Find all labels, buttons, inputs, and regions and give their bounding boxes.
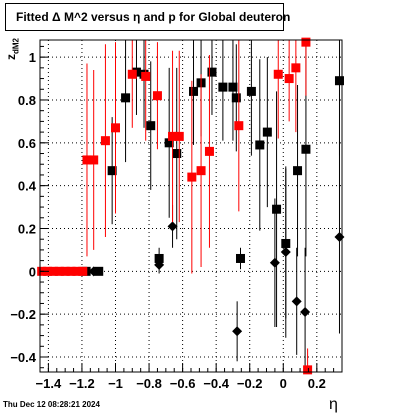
data-point-square — [189, 86, 199, 96]
x-tick-label: −0.8 — [136, 376, 162, 391]
y-tick-label: 0.8 — [18, 93, 36, 108]
data-point-square — [94, 266, 104, 276]
data-point-square — [301, 144, 311, 154]
data-point-square — [334, 76, 344, 86]
data-point-diamond — [88, 266, 99, 277]
chart-title: Fitted Δ M^2 versus η and p for Global d… — [5, 3, 290, 31]
data-point-square — [262, 127, 272, 137]
x-tick-label: 0 — [280, 376, 287, 391]
data-point-square — [174, 131, 184, 141]
y-axis-label-main: z — [4, 54, 18, 60]
data-point-square — [303, 365, 313, 375]
x-axis-label: η — [329, 396, 338, 413]
data-point-square — [291, 63, 301, 73]
x-tick-label: −1.4 — [36, 376, 62, 391]
data-point-square — [284, 74, 294, 84]
x-tick-label: −0.2 — [237, 376, 263, 391]
data-point-square — [204, 146, 214, 156]
data-markers — [37, 37, 345, 375]
data-point-diamond — [300, 307, 311, 318]
axes: −1.4 −1.2 −1 −0.8 −0.6 −0.4 −0.2 0 0.2 −0.4 −0.2 0 0… — [10, 45, 335, 391]
data-point-square — [272, 204, 282, 214]
data-point-diamond — [334, 232, 345, 243]
timestamp-footer: Thu Dec 12 08:28:21 2024 — [3, 400, 100, 409]
data-point-square — [48, 266, 58, 276]
data-point-square — [207, 67, 217, 77]
data-point-square — [187, 172, 197, 182]
data-point-square — [54, 266, 64, 276]
data-point-square — [218, 82, 228, 92]
data-point-diamond — [269, 257, 280, 268]
data-point-square — [152, 91, 162, 101]
data-point-square — [141, 71, 151, 81]
y-tick-label: 0.4 — [18, 179, 37, 194]
data-point-square — [301, 37, 311, 47]
data-point-square — [66, 266, 76, 276]
y-axis-label: zdM2 — [4, 38, 20, 60]
y-tick-label: 0 — [29, 264, 36, 279]
data-point-square — [235, 253, 245, 263]
data-point-square — [78, 266, 88, 276]
data-point-square — [121, 93, 131, 103]
x-tick-label: −1.2 — [69, 376, 95, 391]
data-point-square — [146, 121, 156, 131]
x-tick-label: 0.2 — [308, 376, 326, 391]
data-point-square — [72, 266, 82, 276]
y-axis-label-sub: dM2 — [11, 38, 21, 54]
y-tick-label: 1 — [29, 50, 36, 65]
x-tick-label: −0.4 — [203, 376, 229, 391]
data-point-square — [89, 155, 99, 165]
grid — [40, 40, 342, 372]
data-point-square — [273, 69, 283, 79]
data-point-square — [107, 166, 117, 176]
data-point-square — [231, 93, 241, 103]
data-point-square — [127, 69, 137, 79]
x-tick-label: −0.6 — [170, 376, 196, 391]
data-point-diamond — [280, 247, 291, 258]
data-point-diamond — [154, 259, 165, 270]
data-point-diamond — [232, 326, 243, 337]
y-tick-label: −0.2 — [10, 307, 36, 322]
data-point-square — [172, 149, 182, 159]
data-point-square — [255, 140, 265, 150]
y-tick-label: 0.2 — [18, 221, 36, 236]
data-point-square — [111, 123, 120, 133]
data-point-diamond — [291, 296, 302, 307]
x-tick-label: −1 — [108, 376, 123, 391]
data-point-square — [196, 166, 206, 176]
data-point-square — [293, 166, 303, 176]
y-tick-label: −0.4 — [10, 350, 36, 365]
data-point-square — [168, 131, 178, 141]
y-tick-label: 0.6 — [18, 136, 36, 151]
data-point-square — [82, 155, 92, 165]
data-point-square — [100, 136, 110, 146]
data-point-square — [234, 121, 244, 131]
data-point-square — [246, 86, 256, 96]
data-point-square — [228, 82, 238, 92]
data-point-diamond — [167, 221, 178, 232]
data-point-square — [164, 138, 174, 148]
data-point-square — [60, 266, 70, 276]
